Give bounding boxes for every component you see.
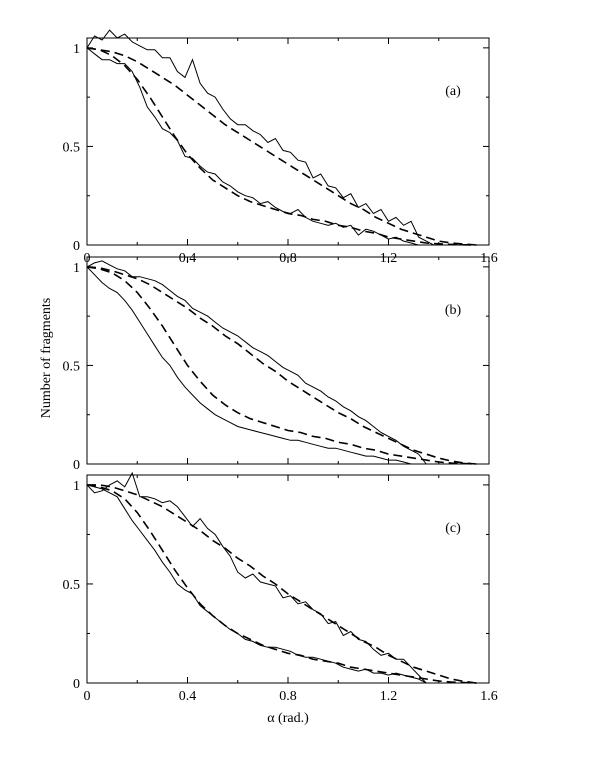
data-curve-1	[86, 484, 427, 684]
y-tick-label: 0.5	[63, 578, 81, 593]
x-axis-label: α (rad.)	[267, 711, 309, 726]
y-tick-label: 0	[73, 677, 80, 692]
y-tick-label: 0	[73, 458, 80, 473]
panels: 00.40.81.21.600.51(a)00.51(b)00.40.81.21…	[63, 29, 498, 704]
panel-label: (c)	[445, 521, 461, 536]
x-tick-label: 0.4	[179, 689, 197, 704]
plot-frame	[86, 256, 490, 465]
y-axis-label: Number of fragments	[39, 298, 54, 419]
panel-label: (b)	[445, 303, 462, 318]
data-curve-0	[86, 260, 427, 465]
plot-frame	[86, 474, 490, 684]
panel-label: (a)	[445, 84, 461, 99]
y-tick-label: 0.5	[63, 140, 81, 155]
y-tick-label: 1	[73, 42, 80, 57]
x-tick-label: 1.6	[480, 689, 498, 704]
fit-curve-3	[86, 266, 477, 465]
y-tick-label: 0	[73, 239, 80, 254]
y-tick-label: 0.5	[63, 359, 81, 374]
data-curve-0	[86, 471, 427, 684]
fit-curve-2	[87, 484, 477, 684]
y-tick-label: 1	[73, 261, 80, 276]
data-curve-1	[86, 266, 412, 465]
panel-b: 0 0.5 1 (b)	[63, 256, 490, 473]
x-tick-label: 0	[84, 689, 91, 704]
x-tick-label: 0.8	[279, 689, 297, 704]
panel-c: 0 0.4 0.8 1.2 1.6 0 0.5 1 (c)	[63, 471, 498, 704]
fit-curve-2	[86, 266, 477, 465]
fit-curve-3	[86, 47, 477, 246]
data-curve-1	[86, 47, 419, 246]
x-tick-label: 1.2	[380, 689, 398, 704]
panel-a: 00.40.81.21.600.51(a)	[63, 29, 498, 266]
y-tick-label: 1	[73, 479, 80, 494]
fit-curve-3	[86, 484, 477, 684]
data-curve-0	[86, 29, 434, 246]
fit-curve-2	[86, 47, 477, 246]
